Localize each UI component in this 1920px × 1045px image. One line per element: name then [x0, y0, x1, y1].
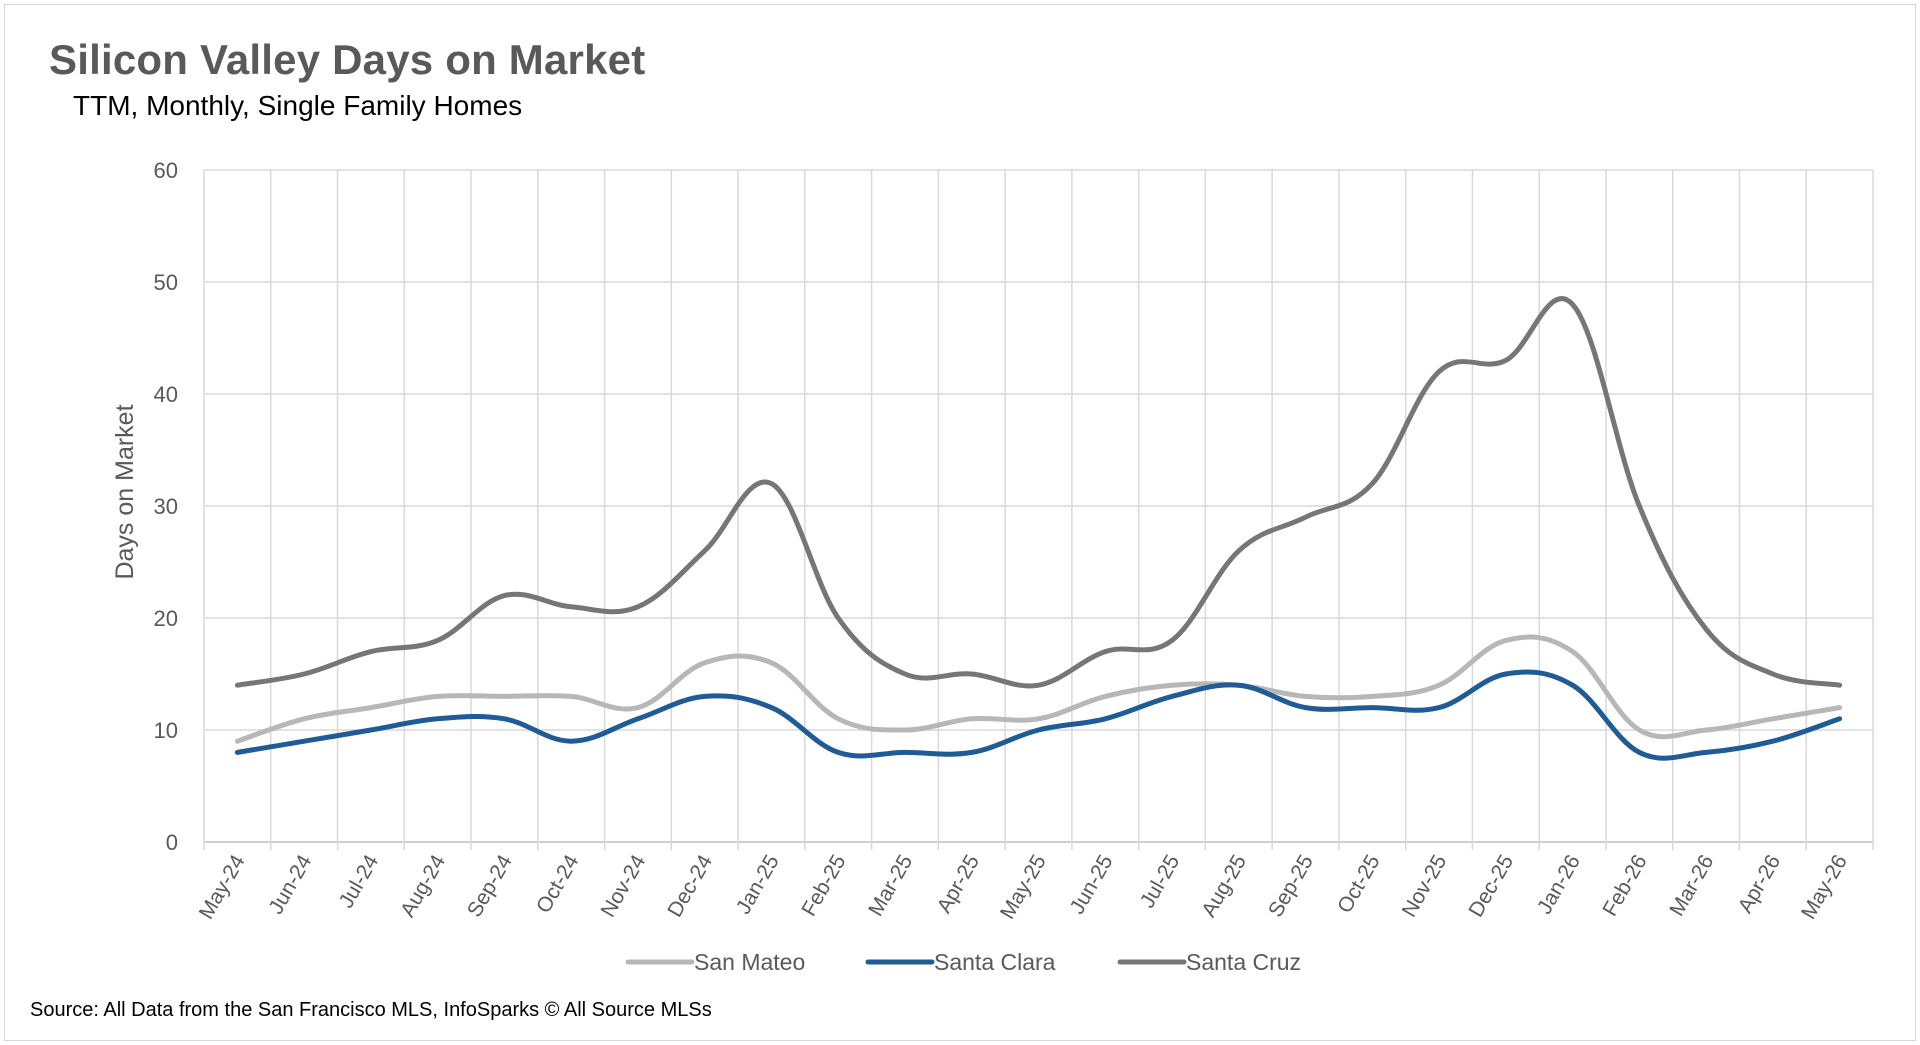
series-line-santa-cruz	[234, 296, 1843, 689]
x-tick-label: Mar-25	[864, 851, 917, 920]
x-tick-label: Jun-24	[264, 851, 316, 918]
y-axis-ticks: 0 10 20 30 40 50 60	[154, 158, 178, 855]
x-tick-label: Jan-26	[1533, 851, 1585, 918]
x-tick-label: May-25	[996, 851, 1051, 923]
y-tick-label: 20	[154, 606, 178, 631]
y-tick-label: 60	[154, 158, 178, 183]
source-note: Source: All Data from the San Francisco …	[30, 999, 712, 1021]
x-tick-label: May-24	[195, 851, 250, 923]
y-tick-label: 30	[154, 494, 178, 519]
x-tick-label: Aug-24	[396, 851, 450, 921]
chart-title: Silicon Valley Days on Market	[49, 36, 646, 83]
gridlines	[203, 169, 1874, 850]
x-tick-label: Jul-25	[1136, 851, 1185, 912]
series-line-san-mateo	[234, 634, 1843, 744]
chart-subtitle: TTM, Monthly, Single Family Homes	[73, 90, 523, 121]
x-tick-label: Jun-25	[1066, 851, 1118, 918]
y-tick-label: 10	[154, 718, 178, 743]
y-tick-label: 40	[154, 382, 178, 407]
series-line-santa-clara	[234, 669, 1843, 761]
x-tick-label: Oct-25	[1333, 851, 1384, 917]
x-tick-label: Oct-24	[532, 851, 584, 917]
x-tick-label: Mar-26	[1665, 851, 1718, 920]
x-tick-label: Apr-25	[933, 851, 984, 917]
chart-frame	[4, 4, 1916, 1041]
x-tick-label: Sep-24	[463, 851, 517, 921]
legend-label-san-mateo: San Mateo	[694, 949, 805, 975]
x-tick-label: Apr-26	[1734, 851, 1785, 917]
x-tick-label: Sep-25	[1264, 851, 1318, 921]
legend-label-santa-clara: Santa Clara	[934, 949, 1056, 975]
x-tick-label: Dec-24	[663, 851, 717, 921]
x-tick-label: May-26	[1797, 851, 1852, 923]
x-tick-label: Feb-25	[797, 851, 850, 920]
x-tick-label: Jan-25	[732, 851, 784, 918]
legend-label-santa-cruz: Santa Cruz	[1186, 949, 1301, 975]
x-axis-ticks: May-24 Jun-24 Jul-24 Aug-24 Sep-24 Oct-24 Nov-…	[195, 851, 1852, 923]
y-tick-label: 0	[166, 830, 178, 855]
x-tick-label: Jul-24	[335, 851, 384, 912]
y-axis-title: Days on Market	[111, 404, 139, 579]
x-tick-label: Nov-25	[1398, 851, 1452, 921]
x-tick-label: Nov-24	[597, 851, 651, 921]
y-tick-label: 50	[154, 270, 178, 295]
legend: San Mateo Santa Clara Santa Cruz	[625, 949, 1301, 975]
x-tick-label: Dec-25	[1464, 851, 1518, 921]
x-tick-label: Aug-25	[1197, 851, 1251, 921]
x-tick-label: Feb-26	[1598, 851, 1651, 920]
series-lines	[234, 296, 1843, 761]
